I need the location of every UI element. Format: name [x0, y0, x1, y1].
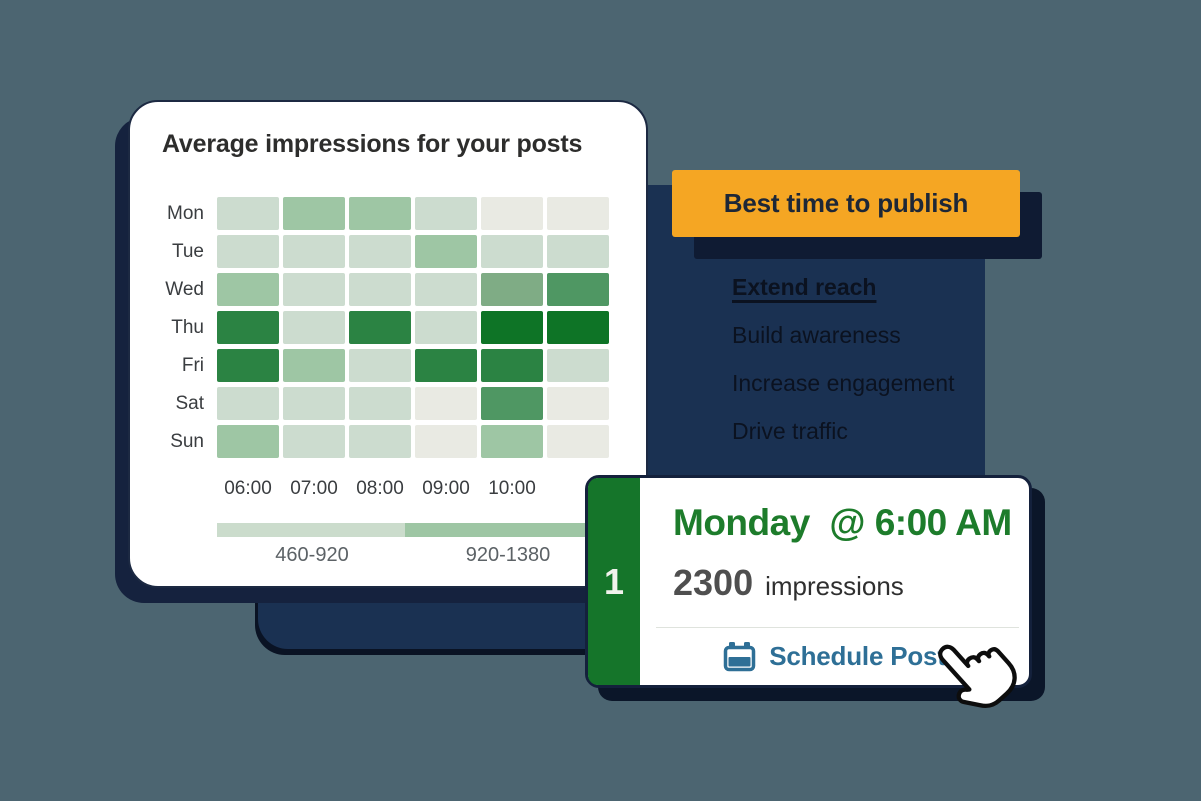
day-label: Sun	[170, 430, 204, 452]
menu-item-extend-reach[interactable]: Extend reach	[732, 274, 877, 300]
heatmap-cell	[547, 349, 609, 382]
heatmap-cell	[283, 235, 345, 268]
day-label: Sat	[175, 392, 204, 414]
day-label: Wed	[165, 278, 204, 300]
impressions-heatmap-card: Average impressions for your posts Mon Tu…	[128, 100, 648, 588]
heatmap-cell	[349, 387, 411, 420]
heatmap-cell	[349, 235, 411, 268]
heatmap-cell	[481, 197, 543, 230]
heatmap-cell	[217, 387, 279, 420]
heatmap-cell	[547, 425, 609, 458]
heatmap-cell	[349, 273, 411, 306]
impressions-unit: impressions	[765, 571, 904, 601]
time-label: 06:00	[224, 478, 272, 499]
heatmap-grid	[217, 197, 609, 458]
rank-strip: 1	[588, 478, 640, 685]
day-label: Thu	[171, 316, 204, 338]
best-time-banner: Best time to publish	[672, 170, 1020, 237]
impressions-metric: 2300 impressions	[673, 562, 904, 604]
impressions-value: 2300	[673, 562, 754, 603]
heatmap-cell	[217, 273, 279, 306]
heatmap-cell	[481, 235, 543, 268]
best-slot-headline: Monday @ 6:00 AM	[673, 502, 1012, 543]
heatmap-cell	[481, 273, 543, 306]
heatmap-cell	[283, 311, 345, 344]
heatmap-title: Average impressions for your posts	[162, 130, 583, 158]
schedule-card-divider	[656, 627, 1019, 628]
rank-number: 1	[603, 560, 625, 602]
day-label: Mon	[167, 202, 204, 224]
heatmap-cell	[547, 387, 609, 420]
menu-item-drive-traffic[interactable]: Drive traffic	[732, 418, 848, 444]
heatmap-cell	[415, 387, 477, 420]
heatmap-cell	[217, 311, 279, 344]
time-label: 08:00	[356, 478, 404, 499]
heatmap-cell	[349, 349, 411, 382]
heatmap-cell	[217, 235, 279, 268]
heatmap-cell	[415, 273, 477, 306]
schedule-post-label: Schedule Post	[769, 641, 946, 671]
heatmap-legend-bar	[217, 523, 609, 537]
heatmap-cell	[547, 273, 609, 306]
day-label: Tue	[171, 240, 204, 262]
heatmap-cell	[415, 311, 477, 344]
heatmap-day-axis: Mon Tue Wed Thu Fri Sat Sun	[144, 197, 204, 458]
best-time-banner-label: Best time to publish	[723, 188, 969, 218]
heatmap-cell	[481, 387, 543, 420]
heatmap-cell	[217, 349, 279, 382]
heatmap-cell	[349, 425, 411, 458]
legend-segment	[405, 523, 609, 537]
legend-label-low: 460-920	[275, 544, 349, 566]
heatmap-cell	[481, 311, 543, 344]
heatmap-cell	[283, 425, 345, 458]
heatmap-cell	[415, 349, 477, 382]
heatmap-cell	[547, 235, 609, 268]
heatmap-cell	[481, 349, 543, 382]
day-label: Fri	[181, 354, 204, 376]
heatmap-cell	[217, 197, 279, 230]
heatmap-cell	[415, 235, 477, 268]
legend-label-high: 920-1380	[465, 544, 551, 566]
menu-item-build-awareness[interactable]: Build awareness	[732, 322, 901, 348]
calendar-icon	[723, 641, 756, 672]
heatmap-cell	[415, 425, 477, 458]
heatmap-cell	[283, 273, 345, 306]
time-label: 07:00	[290, 478, 338, 499]
heatmap-cell	[547, 311, 609, 344]
schedule-post-button[interactable]: Schedule Post	[640, 628, 1029, 685]
heatmap-time-axis: 06:00 07:00 08:00 09:00 10:00	[130, 478, 646, 499]
heatmap-cell	[283, 387, 345, 420]
goal-menu: Extend reach Build awareness Increase enga…	[732, 274, 982, 466]
heatmap-cell	[349, 311, 411, 344]
time-label: 10:00	[488, 478, 536, 499]
heatmap-cell	[283, 349, 345, 382]
legend-segment	[217, 523, 406, 537]
heatmap-cell	[481, 425, 543, 458]
menu-item-increase-engagement[interactable]: Increase engagement	[732, 370, 955, 396]
schedule-card: 1 Monday @ 6:00 AM 2300 impressions Sche…	[585, 475, 1032, 688]
time-label: 09:00	[422, 478, 470, 499]
heatmap-cell	[415, 197, 477, 230]
heatmap-cell	[283, 197, 345, 230]
heatmap-cell	[349, 197, 411, 230]
heatmap-cell	[217, 425, 279, 458]
heatmap-cell	[547, 197, 609, 230]
